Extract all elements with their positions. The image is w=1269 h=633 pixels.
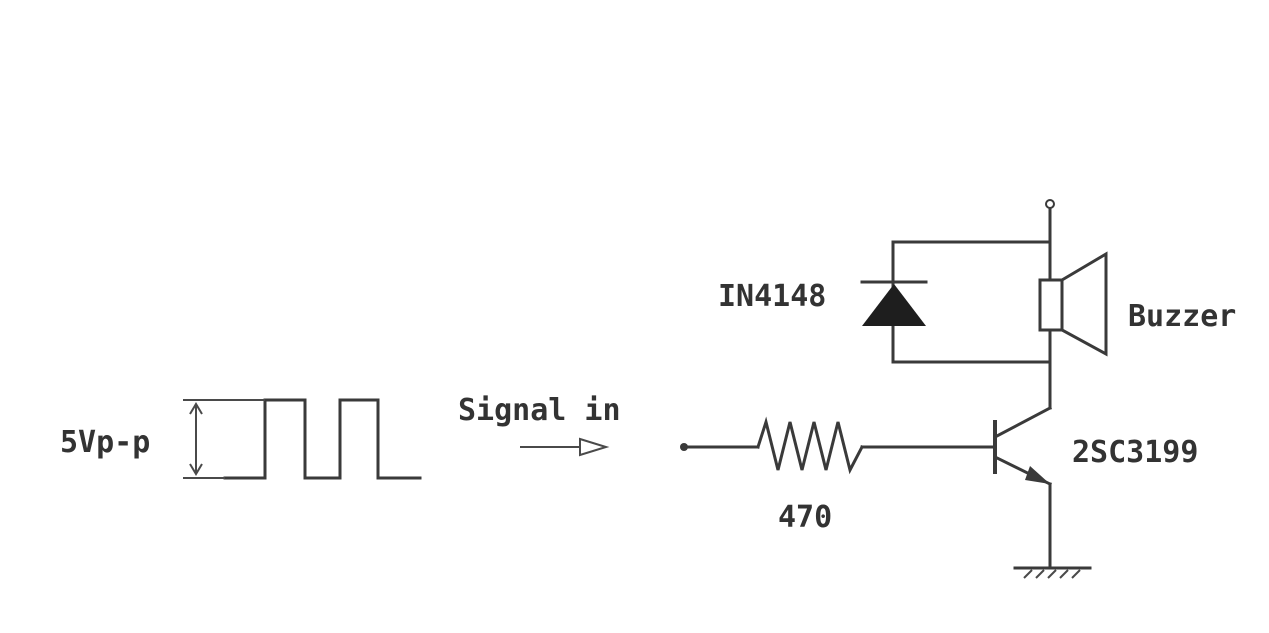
buzzer-label: Buzzer bbox=[1128, 299, 1236, 334]
transistor-label: 2SC3199 bbox=[1072, 435, 1198, 470]
diode-icon bbox=[862, 282, 926, 326]
signal-arrow-icon bbox=[520, 439, 606, 455]
resistor-470 bbox=[758, 422, 862, 470]
ground-icon bbox=[1015, 568, 1090, 578]
supply-icon bbox=[1046, 200, 1054, 280]
amplitude-label: 5Vp-p bbox=[60, 425, 150, 460]
diode-branch-wires bbox=[893, 242, 1050, 362]
resistor-label: 470 bbox=[778, 500, 832, 535]
square-wave-signal bbox=[183, 400, 420, 478]
signal-in-label: Signal in bbox=[458, 393, 621, 428]
diode-label: IN4148 bbox=[718, 279, 826, 314]
npn-transistor bbox=[995, 408, 1050, 484]
